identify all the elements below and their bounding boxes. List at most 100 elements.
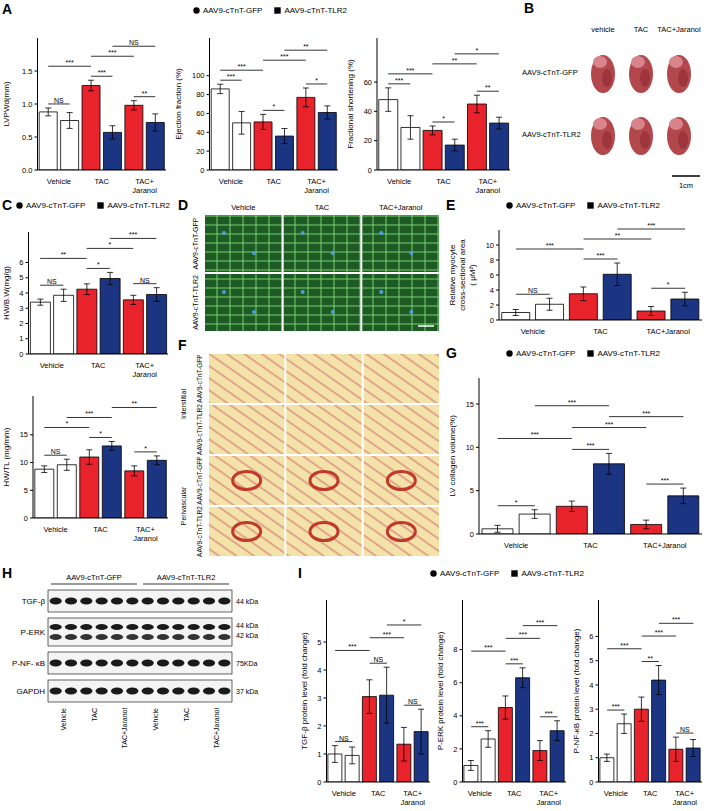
svg-text:***: *** bbox=[129, 231, 137, 238]
svg-text:TAC: TAC bbox=[267, 177, 282, 186]
svg-text:80: 80 bbox=[196, 90, 204, 99]
svg-text:HW/TL (mg/mm): HW/TL (mg/mm) bbox=[2, 427, 11, 486]
svg-text:P-ERK protein level (fold chan: P-ERK protein level (fold change) bbox=[436, 631, 445, 750]
svg-text:Vehicle: Vehicle bbox=[231, 203, 255, 212]
svg-text:TAC: TAC bbox=[315, 203, 330, 212]
svg-text:NS: NS bbox=[129, 39, 139, 46]
svg-text:1.5: 1.5 bbox=[22, 67, 32, 76]
svg-text:4: 4 bbox=[19, 289, 23, 298]
svg-text:NS: NS bbox=[680, 726, 690, 733]
svg-text:Vehicle: Vehicle bbox=[468, 789, 492, 798]
svg-text:***: *** bbox=[647, 222, 655, 229]
svg-text:6: 6 bbox=[589, 632, 593, 641]
svg-text:Ejection fraction (%): Ejection fraction (%) bbox=[174, 68, 183, 140]
svg-text:***: *** bbox=[227, 73, 235, 80]
svg-text:**: ** bbox=[61, 251, 67, 258]
svg-text:TAC+Jaranol: TAC+Jaranol bbox=[121, 708, 128, 749]
svg-text:Vehicle: Vehicle bbox=[60, 708, 67, 731]
svg-text:AAV9-cTnT-GFP: AAV9-cTnT-GFP bbox=[192, 217, 199, 269]
svg-text:Relative myocytecross-sectiona: Relative myocytecross-sectional area( μM… bbox=[448, 239, 477, 311]
svg-text:40: 40 bbox=[364, 107, 372, 116]
svg-text:***: *** bbox=[348, 643, 356, 650]
svg-text:0: 0 bbox=[19, 350, 23, 359]
svg-text:***: *** bbox=[545, 710, 553, 717]
svg-text:0: 0 bbox=[490, 316, 494, 325]
svg-text:TAC+Jaranol: TAC+Jaranol bbox=[646, 327, 690, 336]
svg-text:40: 40 bbox=[196, 128, 204, 137]
svg-text:LV collagen volume(%): LV collagen volume(%) bbox=[448, 415, 457, 497]
svg-text:***: *** bbox=[672, 616, 680, 623]
svg-text:***: *** bbox=[612, 703, 620, 710]
svg-text:**: ** bbox=[303, 43, 309, 50]
svg-text:2: 2 bbox=[453, 745, 457, 754]
svg-text:H: H bbox=[2, 566, 12, 581]
svg-text:Vehicle: Vehicle bbox=[387, 177, 411, 186]
svg-text:TAC+Jaranol: TAC+Jaranol bbox=[132, 177, 157, 194]
svg-text:***: *** bbox=[108, 49, 116, 56]
svg-text:8: 8 bbox=[490, 256, 494, 265]
svg-text:Vehicle: Vehicle bbox=[504, 541, 528, 550]
svg-text:TAC+Jaranol: TAC+Jaranol bbox=[657, 25, 701, 34]
svg-text:TAC: TAC bbox=[183, 708, 190, 721]
svg-text:AAV9-cTnT-GFP: AAV9-cTnT-GFP bbox=[196, 456, 203, 504]
svg-text:TAC: TAC bbox=[93, 525, 108, 534]
svg-text:4: 4 bbox=[453, 711, 457, 720]
svg-text:Vehicle: Vehicle bbox=[152, 708, 159, 731]
svg-text:0: 0 bbox=[589, 778, 593, 787]
svg-text:1: 1 bbox=[317, 750, 321, 759]
svg-text:20: 20 bbox=[364, 136, 372, 145]
svg-text:Perivascular: Perivascular bbox=[180, 486, 187, 525]
svg-text:*: * bbox=[315, 77, 318, 84]
svg-text:***: *** bbox=[395, 77, 403, 84]
svg-text:*: * bbox=[475, 47, 478, 54]
svg-text:***: *** bbox=[406, 67, 414, 74]
svg-text:75KDa: 75KDa bbox=[236, 660, 258, 667]
svg-text:Fractional shortening (%): Fractional shortening (%) bbox=[346, 59, 355, 149]
svg-text:15: 15 bbox=[20, 430, 28, 439]
svg-text:F: F bbox=[178, 338, 187, 353]
svg-text:*: * bbox=[667, 281, 670, 288]
svg-text:*: * bbox=[403, 618, 406, 625]
svg-text:AAV9-cTnT-GFP: AAV9-cTnT-GFP bbox=[196, 354, 203, 402]
svg-text:6: 6 bbox=[453, 678, 457, 687]
svg-text:5: 5 bbox=[317, 638, 321, 647]
svg-text:TAC: TAC bbox=[593, 327, 608, 336]
svg-text:***: *** bbox=[66, 59, 74, 66]
svg-text:AAV9-cTnT-TLR2: AAV9-cTnT-TLR2 bbox=[192, 275, 199, 330]
svg-text:4: 4 bbox=[589, 681, 593, 690]
svg-text:AAV9-cTnT-TLR2: AAV9-cTnT-TLR2 bbox=[522, 130, 581, 139]
svg-text:***: *** bbox=[596, 252, 604, 259]
svg-text:1.0: 1.0 bbox=[22, 100, 32, 109]
svg-text:NS: NS bbox=[408, 698, 418, 705]
svg-text:**: ** bbox=[485, 84, 491, 91]
svg-text:5: 5 bbox=[19, 273, 23, 282]
svg-text:**: ** bbox=[452, 57, 458, 64]
svg-text:P-ERK: P-ERK bbox=[21, 628, 46, 637]
svg-text:TAC+Jaranol: TAC+Jaranol bbox=[379, 203, 423, 212]
svg-text:***: *** bbox=[519, 631, 527, 638]
svg-text:0: 0 bbox=[200, 166, 204, 175]
svg-text:37 kDa: 37 kDa bbox=[236, 688, 258, 695]
svg-text:NS: NS bbox=[47, 278, 57, 285]
svg-text:TAC: TAC bbox=[95, 177, 110, 186]
svg-text:0.5: 0.5 bbox=[22, 133, 32, 142]
svg-text:**: ** bbox=[648, 655, 654, 662]
svg-text:***: *** bbox=[531, 431, 539, 438]
svg-text:AAV9-cTnT-TLR2: AAV9-cTnT-TLR2 bbox=[157, 573, 216, 582]
svg-text:**: ** bbox=[615, 232, 621, 239]
svg-text:***: *** bbox=[280, 53, 288, 60]
svg-text:Vehicle: Vehicle bbox=[332, 789, 356, 798]
svg-text:2: 2 bbox=[317, 722, 321, 731]
svg-text:TGF-β: TGF-β bbox=[22, 597, 46, 606]
svg-text:TAC+Jaranol: TAC+Jaranol bbox=[476, 177, 501, 194]
svg-text:4: 4 bbox=[317, 666, 321, 675]
svg-text:TAC+Jaranol: TAC+Jaranol bbox=[132, 361, 157, 378]
svg-text:***: *** bbox=[383, 631, 391, 638]
svg-text:20: 20 bbox=[196, 147, 204, 156]
svg-text:TAC: TAC bbox=[583, 541, 598, 550]
svg-text:15: 15 bbox=[466, 400, 474, 409]
svg-text:Vehicle: Vehicle bbox=[521, 327, 545, 336]
svg-text:Vehicle: Vehicle bbox=[219, 177, 243, 186]
svg-text:10: 10 bbox=[20, 458, 28, 467]
svg-text:***: *** bbox=[655, 629, 663, 636]
